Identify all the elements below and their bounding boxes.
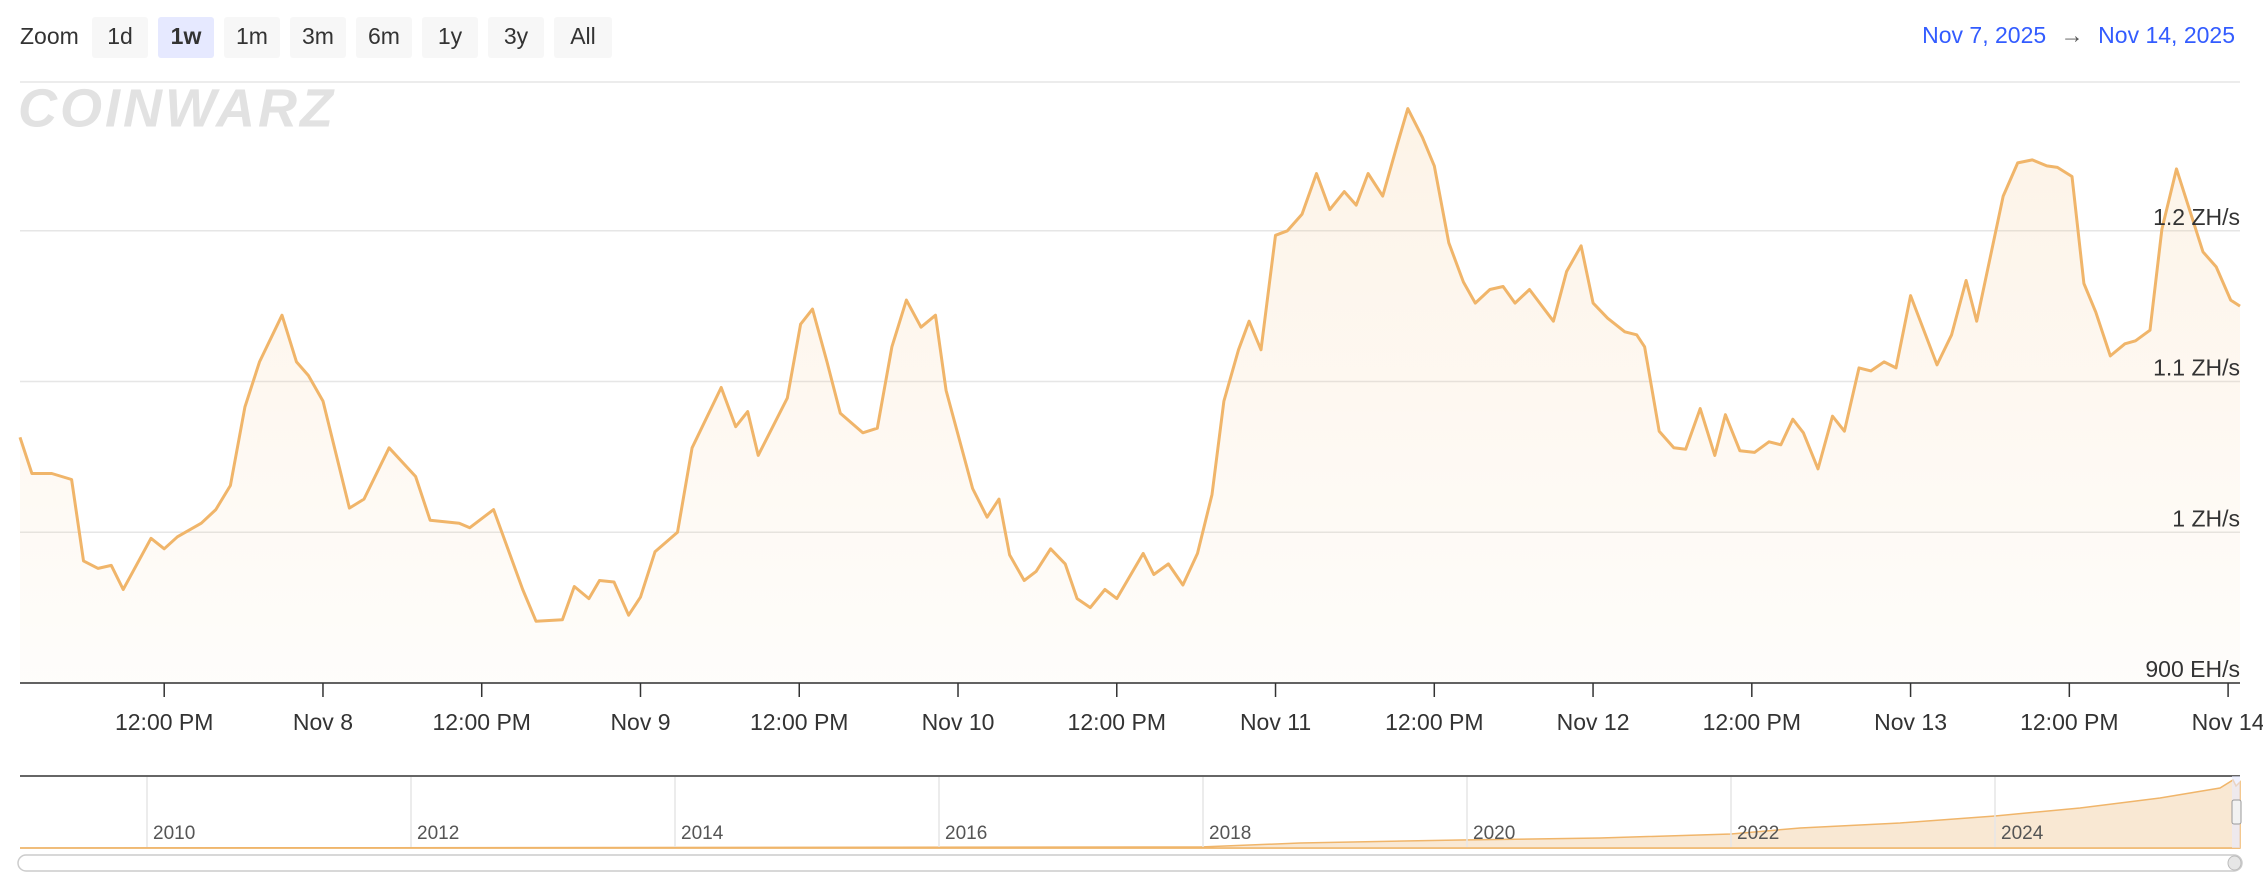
navigator-year: 2018 [1209,823,1251,844]
x-tick-label: Nov 14 [2192,709,2263,735]
range-separator: → [2061,22,2084,48]
range-from[interactable]: Nov 7, 2025 [1922,22,2046,48]
navigator-year: 2016 [945,823,987,844]
zoom-button[interactable] [488,17,544,58]
scrollbar-thumb[interactable] [2227,855,2242,871]
zoom-button-label[interactable]: 1m [236,23,268,49]
navigator-year: 2010 [153,823,195,844]
watermark: COINWARZ [18,78,336,138]
y-tick-label: 900 EH/s [2145,656,2240,682]
zoom-button[interactable] [290,17,346,58]
x-tick-label: 12:00 PM [1703,709,1801,735]
y-tick-label: 1.1 ZH/s [2153,355,2240,381]
navigator-year: 2022 [1737,823,1779,844]
zoom-button-label[interactable]: 1w [171,23,202,49]
x-tick-label: 12:00 PM [2020,709,2118,735]
zoom-button[interactable] [356,17,412,58]
zoom-button[interactable] [554,17,612,58]
zoom-button[interactable] [92,17,148,58]
navigator-year: 2014 [681,823,724,844]
zoom-controls: Zoom 1d 1w 1m 3m 6m 1y 3y All [20,17,612,58]
x-tick-label: Nov 9 [610,709,670,735]
zoom-button-label[interactable]: 1y [438,23,463,49]
scrollbar-track[interactable] [17,854,2243,872]
series-area [20,108,2240,684]
zoom-button[interactable] [158,17,214,58]
navigator-handle[interactable] [2231,799,2242,825]
x-tick-label: Nov 8 [293,709,353,735]
y-axis: 900 EH/s 1 ZH/s 1.1 ZH/s 1.2 ZH/s [2145,204,2240,682]
zoom-label: Zoom [20,23,79,49]
y-tick-label: 1 ZH/s [2172,505,2240,531]
zoom-button-label[interactable]: 6m [368,23,400,49]
zoom-button-label[interactable]: 3m [302,23,334,49]
zoom-button-label[interactable]: All [570,23,596,49]
plot [18,107,2241,684]
navigator-year: 2020 [1473,823,1515,844]
x-tick-label: 12:00 PM [750,709,848,735]
navigator[interactable]: 2010 2012 2014 2016 2018 2020 2022 2024 [17,775,2243,872]
range-to[interactable]: Nov 14, 2025 [2098,22,2235,48]
x-tick-label: 12:00 PM [115,709,213,735]
x-tick-label: Nov 12 [1557,709,1630,735]
zoom-button-label[interactable]: 1d [107,23,133,49]
x-tick-label: 12:00 PM [1385,709,1483,735]
x-tick-label: Nov 13 [1874,709,1947,735]
series-line [18,107,2241,623]
x-tick-label: 12:00 PM [433,709,531,735]
date-range: Nov 14, 2025 → Nov 7, 2025 [1922,22,2235,48]
navigator-year: 2012 [417,823,459,844]
zoom-button[interactable] [224,17,280,58]
zoom-button-label[interactable]: 3y [504,23,529,49]
x-tick-label: Nov 10 [922,709,995,735]
navigator-year: 2024 [2001,823,2044,844]
x-axis: 12:00 PM Nov 8 12:00 PM Nov 9 12:00 PM Nov 10… [115,683,2263,735]
y-tick-label: 1.2 ZH/s [2153,204,2240,230]
x-tick-label: 12:00 PM [1068,709,1166,735]
x-tick-label: Nov 11 [1240,709,1311,735]
zoom-button[interactable] [422,17,478,58]
